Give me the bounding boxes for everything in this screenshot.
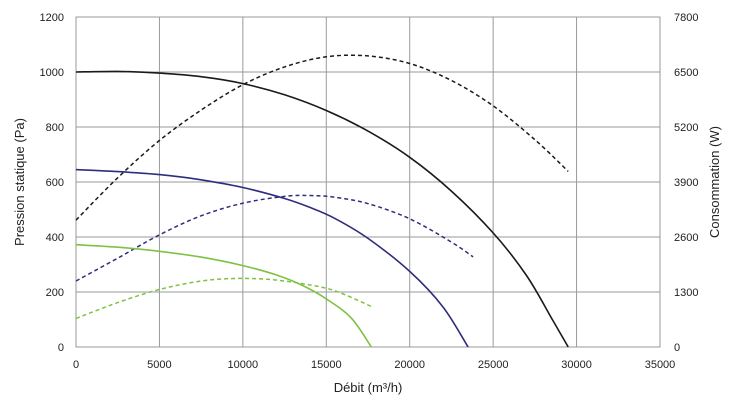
green-power-curve [76, 278, 373, 318]
x-tick-label: 35000 [645, 359, 676, 371]
y-left-tick-label: 200 [46, 287, 64, 299]
y-right-axis-label: Consommation (W) [707, 126, 722, 238]
y-right-tick-label: 2600 [674, 232, 698, 244]
y-left-tick-labels: 0 200 400 600 800 1000 1200 [40, 12, 64, 354]
series-group [76, 55, 568, 347]
y-right-tick-label: 0 [674, 342, 680, 354]
y-left-tick-label: 1200 [40, 12, 64, 24]
x-tick-label: 0 [73, 359, 79, 371]
y-left-tick-label: 0 [58, 342, 64, 354]
y-left-tick-label: 400 [46, 232, 64, 244]
x-axis-label: Débit (m³/h) [334, 380, 403, 395]
y-left-axis-label: Pression statique (Pa) [12, 118, 27, 246]
y-left-tick-label: 800 [46, 122, 64, 134]
x-tick-label: 25000 [478, 359, 509, 371]
y-right-tick-label: 1300 [674, 287, 698, 299]
navy-power-curve [76, 195, 473, 281]
x-tick-label: 15000 [311, 359, 342, 371]
y-left-tick-label: 1000 [40, 67, 64, 79]
x-tick-label: 20000 [394, 359, 425, 371]
y-right-tick-label: 6500 [674, 67, 698, 79]
green-pressure-curve [76, 245, 371, 347]
black-pressure-curve [76, 71, 568, 347]
y-right-tick-label: 3900 [674, 177, 698, 189]
y-left-tick-label: 600 [46, 177, 64, 189]
y-right-tick-label: 7800 [674, 12, 698, 24]
y-right-tick-labels: 0 1300 2600 3900 5200 6500 7800 [674, 12, 698, 354]
x-tick-label: 5000 [147, 359, 171, 371]
x-tick-labels: 0 5000 10000 15000 20000 25000 30000 35000 [73, 359, 675, 371]
y-right-tick-label: 5200 [674, 122, 698, 134]
x-tick-label: 30000 [561, 359, 592, 371]
grid [76, 17, 660, 347]
black-power-curve [76, 55, 568, 220]
x-tick-label: 10000 [228, 359, 259, 371]
